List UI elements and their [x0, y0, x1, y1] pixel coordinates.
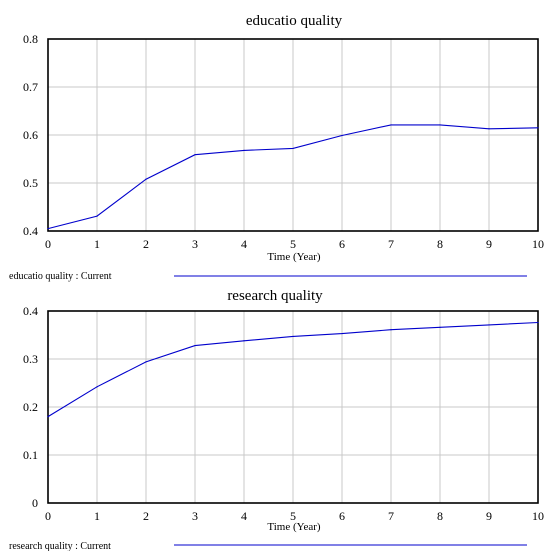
gridlines: [48, 39, 538, 231]
x-tick-label: 0: [45, 237, 51, 251]
x-tick-label: 7: [388, 237, 394, 251]
x-tick-label: 10: [532, 237, 544, 251]
chart-education-quality: educatio quality 0.4 0.5 0.6 0.7 0.8 0 1 2 3 4 5 6…: [9, 13, 544, 282]
x-tick-label: 6: [339, 509, 345, 523]
y-tick-label: 0.4: [23, 304, 38, 318]
data-point: [145, 178, 147, 180]
x-tick-label: 0: [45, 509, 51, 523]
data-point: [145, 361, 147, 363]
chart-title: educatio quality: [246, 13, 343, 29]
data-point: [341, 332, 343, 335]
y-tick-label: 0.2: [23, 400, 38, 414]
x-tick-label: 9: [486, 237, 492, 251]
chart-research-quality: research quality 0 0.1 0.2 0.3 0.4 0 1 2 3 4 5 6 7 8…: [9, 288, 544, 551]
x-tick-label: 10: [532, 509, 544, 523]
legend-label: educatio quality : Current: [9, 271, 112, 282]
data-point: [390, 329, 392, 331]
y-tick-label: 0.8: [23, 32, 38, 46]
data-point: [243, 149, 245, 151]
data-point: [537, 127, 539, 129]
x-tick-label: 7: [388, 509, 394, 523]
x-axis-label: Time (Year): [267, 251, 321, 263]
gridlines: [48, 311, 538, 503]
data-point: [488, 128, 490, 130]
x-tick-label: 1: [94, 237, 100, 251]
x-tick-label: 4: [241, 237, 247, 251]
x-tick-label: 8: [437, 509, 443, 523]
x-tick-label: 5: [290, 509, 296, 523]
plot-area-frame: [47, 38, 539, 232]
y-tick-label: 0.1: [23, 448, 38, 462]
x-tick-label: 1: [94, 509, 100, 523]
y-tick-label: 0.7: [23, 80, 38, 94]
data-point: [341, 134, 343, 137]
data-point: [47, 228, 49, 230]
x-tick-label: 8: [437, 237, 443, 251]
series-lines: [47, 321, 539, 418]
x-tick-label: 3: [192, 509, 198, 523]
y-tick-labels: 0.4 0.5 0.6 0.7 0.8: [23, 32, 38, 238]
data-point: [292, 335, 294, 338]
x-tick-labels: 0 1 2 3 4 5 6 7 8 9 10: [45, 509, 544, 523]
x-axis-label: Time (Year): [267, 521, 321, 533]
x-tick-label: 2: [143, 509, 149, 523]
series-lines: [47, 124, 539, 230]
chart-title: research quality: [227, 288, 323, 304]
data-point: [243, 340, 245, 342]
data-point: [439, 326, 441, 328]
legend-label: research quality : Current: [9, 541, 111, 551]
data-point: [194, 344, 196, 347]
x-tick-label: 3: [192, 237, 198, 251]
x-tick-label: 2: [143, 237, 149, 251]
x-tick-label: 5: [290, 237, 296, 251]
data-point: [488, 324, 490, 326]
y-tick-label: 0.4: [23, 224, 38, 238]
x-tick-label: 6: [339, 237, 345, 251]
y-tick-label: 0: [32, 496, 38, 510]
data-point: [439, 124, 441, 126]
x-tick-label: 9: [486, 509, 492, 523]
data-point: [390, 124, 392, 126]
y-tick-label: 0.5: [23, 176, 38, 190]
data-point: [47, 416, 49, 418]
data-point: [537, 321, 539, 324]
data-point: [96, 215, 98, 217]
x-tick-labels: 0 1 2 3 4 5 6 7 8 9 10: [45, 237, 544, 251]
x-tick-label: 4: [241, 509, 247, 523]
data-point: [96, 386, 98, 388]
y-tick-label: 0.3: [23, 352, 38, 366]
y-tick-label: 0.6: [23, 128, 38, 142]
data-point: [194, 154, 196, 156]
plot-area-frame: [47, 310, 539, 504]
data-point: [292, 147, 294, 150]
y-tick-labels: 0 0.1 0.2 0.3 0.4: [23, 304, 38, 510]
